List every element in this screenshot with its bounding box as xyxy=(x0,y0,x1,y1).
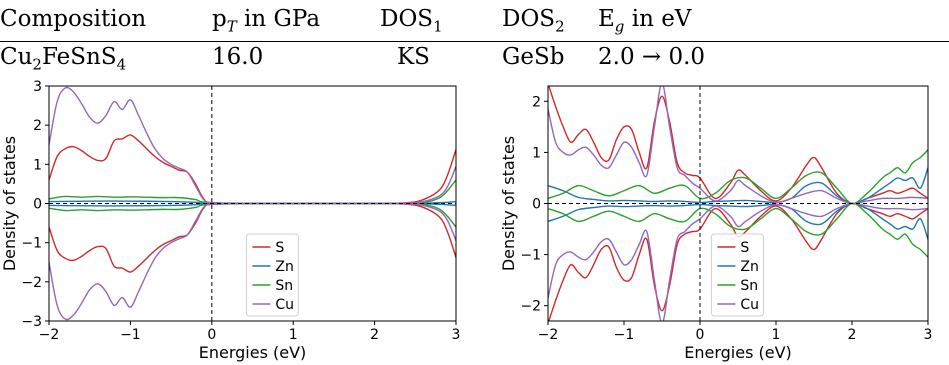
series-line-s-upper xyxy=(49,134,456,205)
series-line-zn-upper xyxy=(548,167,928,205)
legend-label-sn: Sn xyxy=(275,278,293,294)
header-eg-sub: g xyxy=(614,17,625,36)
y-tick-label: 1 xyxy=(33,157,42,173)
y-axis-label: Density of states xyxy=(499,136,518,271)
series-line-zn-lower xyxy=(548,202,928,240)
composition-part-2: FeSnS xyxy=(41,44,117,70)
y-tick-label: 2 xyxy=(33,118,42,134)
legend: S Zn Sn Cu xyxy=(245,233,299,317)
series-line-sn-upper xyxy=(49,179,456,205)
y-tick-label: −3 xyxy=(21,314,42,330)
series-line-sn-upper xyxy=(548,149,928,205)
series-line-cu-upper xyxy=(548,86,928,205)
x-axis-label: Energies (eV) xyxy=(199,343,307,362)
header-dos1-base: DOS xyxy=(380,6,434,32)
composition-sub-2: 4 xyxy=(116,55,127,74)
x-tick-label: −1 xyxy=(120,327,141,343)
header-eg-rest: in eV xyxy=(624,6,692,32)
cell-dos1: KS xyxy=(397,44,430,70)
series-line-sn-lower xyxy=(548,202,928,258)
cell-dos2: GeSb xyxy=(502,44,565,70)
y-tick-label: −2 xyxy=(520,299,541,315)
y-tick-label: 0 xyxy=(532,197,541,213)
cell-composition: Cu2FeSnS4 xyxy=(0,44,126,74)
header-dos2: DOS2 xyxy=(502,6,565,36)
header-pt: pT in GPa xyxy=(212,6,320,36)
legend-box xyxy=(710,233,764,317)
composition-part-1: Cu xyxy=(0,44,33,70)
header-dos1: DOS1 xyxy=(380,6,443,36)
legend-box xyxy=(245,233,299,317)
y-axis-label: Density of states xyxy=(0,136,19,271)
x-tick-label: 2 xyxy=(848,327,857,343)
x-tick-label: 1 xyxy=(289,327,298,343)
y-tick-label: 1 xyxy=(532,145,541,161)
series-line-sn-lower xyxy=(49,202,456,228)
y-tick-label: 2 xyxy=(532,94,541,110)
x-tick-label: 3 xyxy=(924,327,933,343)
legend: S Zn Sn Cu xyxy=(710,233,764,317)
composition-sub-1: 2 xyxy=(32,55,42,74)
legend-label-cu: Cu xyxy=(275,297,294,313)
series-line-s-upper xyxy=(548,86,928,205)
y-tick-label: 0 xyxy=(33,197,42,213)
cell-eg: 2.0 → 0.0 xyxy=(598,44,706,70)
y-tick-label: 3 xyxy=(33,79,42,95)
y-tick-label: −1 xyxy=(21,236,42,252)
cell-pt: 16.0 xyxy=(212,44,264,70)
header-pt-base: p xyxy=(212,6,227,32)
header-pt-sub: T xyxy=(226,17,237,36)
legend-label-cu: Cu xyxy=(740,297,759,313)
x-tick-label: 0 xyxy=(696,327,705,343)
legend-label-zn: Zn xyxy=(740,259,758,275)
x-tick-label: 0 xyxy=(207,327,216,343)
chart-2: −2 −1 0 1 2 3 −2 −1 0 1 2 Energies (eV) Density of s… xyxy=(499,85,933,362)
header-dos2-sub: 2 xyxy=(555,17,565,36)
x-tick-label: −2 xyxy=(39,327,60,343)
header-dos2-base: DOS xyxy=(502,6,556,32)
header-dos1-sub: 1 xyxy=(433,17,443,36)
header-composition: Composition xyxy=(0,6,147,32)
series-line-cu-lower xyxy=(49,202,456,321)
header-pt-rest: in GPa xyxy=(236,6,321,32)
legend-label-zn: Zn xyxy=(275,259,293,275)
legend-label-s: S xyxy=(740,240,749,256)
header-rule xyxy=(0,41,949,42)
header-eg: Eg in eV xyxy=(598,6,691,36)
header-eg-base: E xyxy=(598,6,615,32)
x-tick-label: 1 xyxy=(772,327,781,343)
legend-label-s: S xyxy=(275,240,284,256)
x-tick-label: 3 xyxy=(452,327,461,343)
x-tick-label: −2 xyxy=(538,327,559,343)
x-tick-label: −1 xyxy=(614,327,635,343)
series-line-cu-upper xyxy=(49,86,456,205)
legend-label-sn: Sn xyxy=(740,278,758,294)
x-axis-label: Energies (eV) xyxy=(684,343,792,362)
y-tick-label: −1 xyxy=(520,248,541,264)
y-tick-label: −2 xyxy=(21,275,42,291)
plot-area xyxy=(548,86,928,321)
series-line-cu-lower xyxy=(548,202,928,321)
x-tick-label: 2 xyxy=(370,327,379,343)
